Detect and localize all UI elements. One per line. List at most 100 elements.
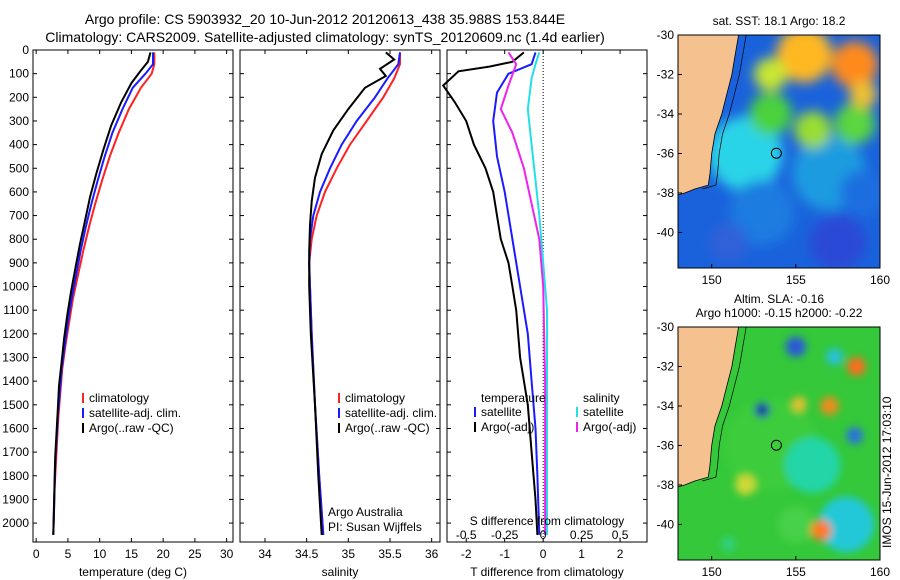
sla_map-xtick-label: 150: [702, 565, 722, 579]
sst_map-blob: [729, 180, 795, 246]
temperature-xtick-label: 20: [156, 547, 170, 561]
top-axis-tick-label: 0: [540, 528, 547, 542]
annotation-argo-australia: Argo Australia: [328, 505, 403, 519]
sst_map-blob: [794, 111, 832, 149]
sla_map-blobs: [721, 336, 875, 553]
difference-legend-label: Argo(-adj): [481, 420, 534, 434]
sla_map-blob: [820, 396, 839, 416]
sla_map-xtick-label: 160: [870, 565, 890, 579]
sst_map-blob: [834, 103, 876, 145]
depth-tick-label: 1000: [2, 280, 29, 294]
difference-xtick-label: 0: [540, 547, 547, 561]
sla_map-xtick-label: 155: [786, 565, 806, 579]
sst_map-blob: [708, 116, 783, 191]
sst_map-blob: [831, 41, 878, 88]
depth-tick-label: 1600: [2, 421, 29, 435]
depth-tick-label: 100: [9, 67, 29, 81]
difference-xtick-label: -2: [461, 547, 472, 561]
depth-tick-label: 1300: [2, 351, 29, 365]
difference-series-s-satellite: [526, 52, 548, 535]
salinity-legend-label: Argo(..raw -QC): [345, 421, 430, 435]
sst_map-xtick-label: 150: [702, 273, 722, 287]
sla_map-land: [678, 327, 740, 488]
temperature-panel: 0 5 10 15 20 25 300100200300400500600700800900…: [2, 43, 233, 579]
sla_map-ytick-label: -40: [657, 517, 675, 531]
difference-xtick-label: 1: [578, 547, 585, 561]
salinity-xtick-label: 35.5: [378, 547, 402, 561]
sst_map-blob: [810, 214, 866, 268]
sla_map-blob: [791, 396, 807, 412]
temperature-xtick-label: 15: [125, 547, 139, 561]
sst_map-frame: [677, 34, 881, 269]
sst-map-panel: 150 155 160 -30 -32 -34 -36 -38 -40 sat. SST: 18.…: [657, 14, 891, 287]
sla_map-argo-marker: [770, 439, 782, 451]
sla_map-ytick-label: -30: [657, 320, 675, 334]
header-title-line2: Climatology: CARS2009. Satellite-adjuste…: [45, 29, 605, 45]
sst_map-argo-marker: [770, 147, 782, 159]
depth-tick-label: 700: [9, 209, 29, 223]
difference-legend-label: satellite: [481, 405, 522, 419]
sla_map-ytick-label: -32: [657, 359, 675, 373]
salinity-series-argo-raw-qc-: [308, 51, 396, 535]
temperature-series-argo-raw-qc-: [52, 52, 152, 535]
sla_map-frame: [677, 326, 881, 561]
salinity-xlabel: salinity: [322, 565, 359, 579]
salinity-panel: 34 34.5 35 35.5 36 salinity climatologysatelli…: [239, 49, 441, 579]
temperature-xlabel: temperature (deg C): [79, 565, 187, 579]
salinity-xtick-label: 34: [258, 547, 272, 561]
annotation-pi: PI: Susan Wijffels: [328, 520, 422, 534]
sst_map-blob: [849, 80, 878, 109]
sla_map-blob: [810, 520, 832, 541]
temperature-legend-label: Argo(..raw -QC): [89, 421, 174, 435]
depth-tick-label: 500: [9, 161, 29, 175]
sla_map-ytick-label: -34: [657, 399, 675, 413]
sst-map-title: sat. SST: 18.1 Argo: 18.2: [713, 14, 846, 28]
difference-legend-heading: salinity: [583, 391, 620, 405]
difference-legend-label: satellite: [583, 405, 624, 419]
sst_map-ytick-label: -40: [657, 225, 675, 239]
depth-tick-label: 800: [9, 232, 29, 246]
sst_map-shelf-contour: [702, 35, 747, 190]
difference-xtick-label: -1: [499, 547, 510, 561]
sla-map-panel: 150 155 160 -30 -32 -34 -36 -38 -40 Altim. SLA: -…: [657, 292, 891, 579]
depth-tick-label: 1800: [2, 469, 29, 483]
header-title-line1: Argo profile: CS 5903932_20 10-Jun-2012 …: [84, 11, 566, 27]
sla_map-blob: [826, 348, 843, 365]
sst_map-blob: [776, 35, 833, 83]
temperature-xtick-label: 30: [220, 547, 234, 561]
sst_map-ytick-label: -34: [657, 107, 675, 121]
sla-map-title: Altim. SLA: -0.16: [734, 292, 824, 306]
top-axis-tick-label: -0.25: [491, 528, 519, 542]
sla_map-blob: [784, 437, 841, 493]
temperature-xtick-label: 5: [65, 547, 72, 561]
sla_map-blob: [735, 474, 756, 496]
salinity-xtick-label: 35: [342, 547, 356, 561]
sst_map-field: [678, 35, 880, 268]
depth-tick-label: 200: [9, 90, 29, 104]
difference-series-t-satellite: [492, 52, 541, 535]
salinity-legend-label: satellite-adj. clim.: [345, 406, 437, 420]
depth-tick-label: 300: [9, 114, 29, 128]
sla_map-field: [678, 327, 880, 560]
difference-panel: -2 -1 0 1 2 T difference from climatology temp…: [441, 49, 648, 579]
salinity-legend-label: climatology: [345, 391, 405, 405]
sla_map-ytick-label: -38: [657, 478, 675, 492]
sla_map-blob: [846, 427, 864, 444]
sla_map-shelf-contour: [702, 327, 747, 482]
salinity-xtick-label: 34.5: [295, 547, 319, 561]
sla_map-ytick-label: -36: [657, 438, 675, 452]
sla_map-blob: [785, 336, 807, 357]
temperature-legend-label: climatology: [89, 391, 149, 405]
sla_map-blob: [754, 402, 770, 418]
sla-map-subtitle: Argo h1000: -0.15 h2000: -0.22: [696, 306, 863, 320]
sst_map-blob: [709, 223, 748, 261]
difference-series-t-argo-adj-: [441, 51, 539, 535]
sla_map-blob: [721, 536, 736, 552]
sst_map-blob: [840, 169, 880, 217]
top-axis-label: S difference from climatology: [470, 514, 625, 528]
top-axis-tick-label: 0.5: [612, 528, 629, 542]
difference-legend-label: Argo(-adj): [583, 420, 636, 434]
sla_map-blob: [777, 505, 815, 543]
sst_map-ytick-label: -30: [657, 28, 675, 42]
